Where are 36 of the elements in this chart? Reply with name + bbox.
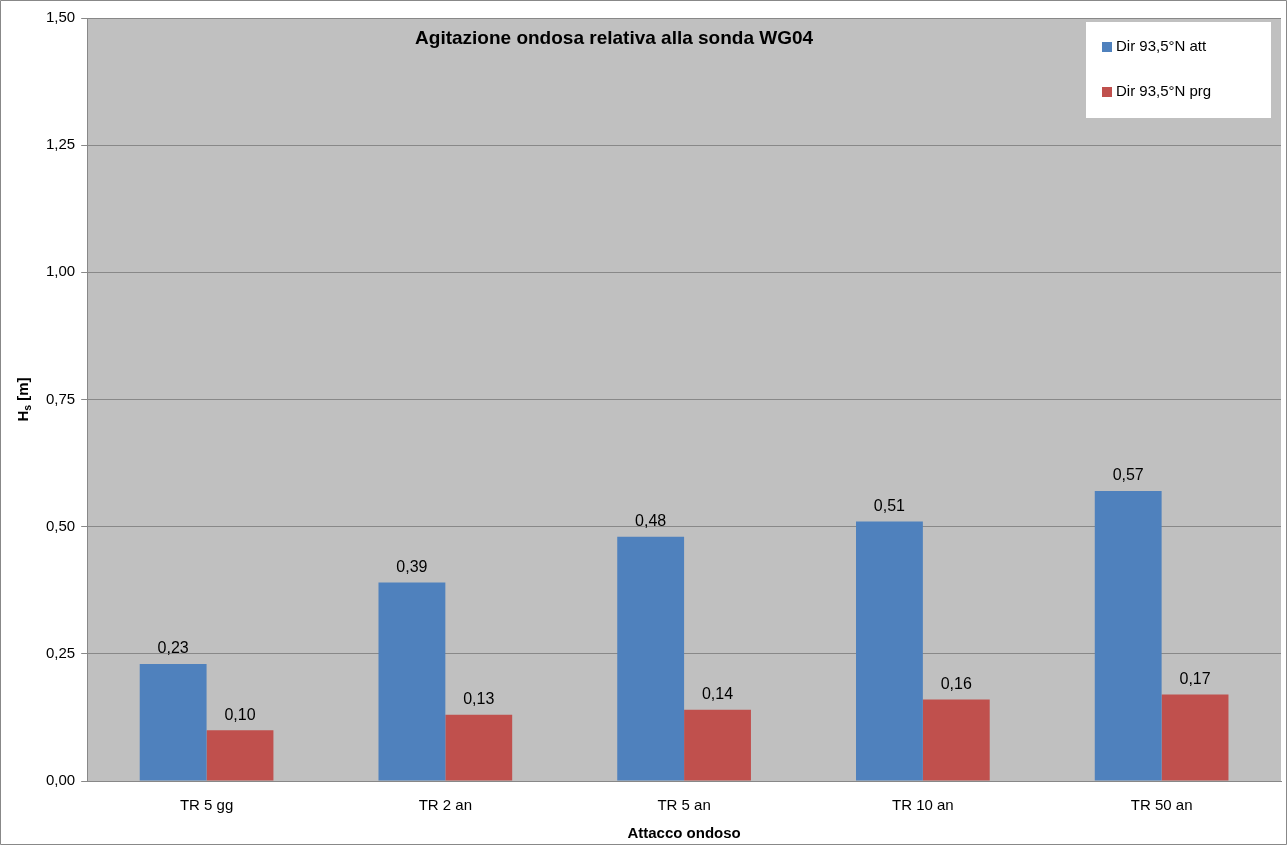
y-tick-label: 0,25 (45, 643, 76, 661)
data-label: 0,23 (157, 639, 189, 657)
text: Agitazione ondosa relativa alla sonda WG04 (415, 27, 814, 48)
bar (922, 699, 990, 781)
y-tick-label: 1,00 (45, 262, 76, 280)
y-tick-label: 1,50 (45, 8, 76, 26)
x-axis-title: Attacco ondoso (627, 824, 741, 842)
data-label: 0,51 (873, 496, 906, 514)
data-label: 0,17 (1179, 669, 1211, 687)
data-label: 0,57 (1112, 466, 1144, 484)
data-label: 0,10 (224, 705, 256, 723)
x-tick-label: TR 5 gg (179, 796, 234, 814)
data-label: 0,13 (463, 690, 495, 708)
x-tick-label: TR 10 an (892, 796, 954, 814)
y-tick-label: 0,00 (45, 771, 76, 789)
bar (206, 730, 274, 781)
bar (1161, 694, 1229, 781)
x-tick-label: TR 50 an (1130, 796, 1193, 814)
y-tick-label: 0,75 (45, 389, 76, 407)
bar (856, 521, 923, 781)
bar (139, 664, 207, 781)
bar (1094, 491, 1162, 781)
data-label: 0,16 (940, 675, 972, 693)
y-tick-label: 1,25 (45, 135, 76, 153)
bar (684, 709, 751, 781)
x-tick-label: TR 5 an (657, 796, 711, 814)
y-tick-label: 0,50 (45, 516, 76, 534)
data-label: 0,14 (701, 685, 734, 703)
x-tick-label: TR 2 an (418, 796, 473, 814)
data-label: 0,48 (635, 512, 667, 530)
bar (378, 582, 446, 781)
data-label: 0,39 (396, 558, 428, 576)
bar (445, 714, 513, 781)
legend-label: Dir 93,5°N att (1116, 37, 1208, 55)
bar (617, 536, 685, 781)
legend-label: Dir 93,5°N prg (1116, 82, 1212, 100)
